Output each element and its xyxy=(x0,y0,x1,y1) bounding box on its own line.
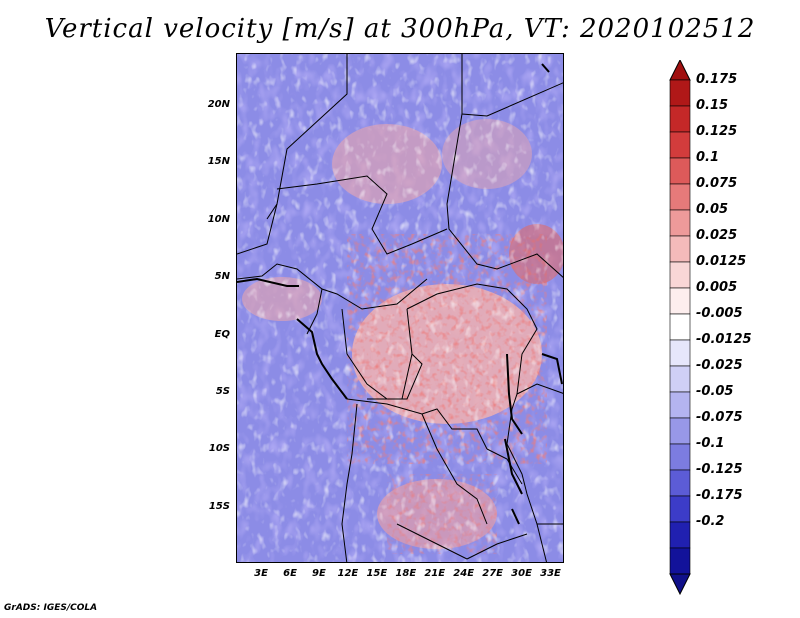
colorbar-swatch xyxy=(669,287,691,315)
colorbar-tick-label: 0.0125 xyxy=(696,254,747,269)
colorbar-bottom-arrow xyxy=(669,573,691,596)
colorbar-tick-label: -0.125 xyxy=(696,462,743,477)
colorbar-swatch xyxy=(669,417,691,445)
colorbar-swatch xyxy=(669,495,691,523)
colorbar-swatch xyxy=(669,157,691,185)
lon-tick-label: 18E xyxy=(395,568,417,579)
field-speckle xyxy=(237,54,563,562)
lon-tick-label: 30E xyxy=(511,568,532,579)
colorbar-swatch xyxy=(669,79,691,107)
colorbar-tick-label: -0.1 xyxy=(696,436,725,451)
colorbar-tick-label: -0.0125 xyxy=(696,332,752,347)
colorbar-swatch xyxy=(669,339,691,367)
colorbar-tick-label: 0.005 xyxy=(696,280,738,295)
colorbar-swatch xyxy=(669,521,691,549)
lat-tick-label: 20N xyxy=(207,98,230,110)
footer-credit: GrADS: IGES/COLA xyxy=(4,603,98,613)
lat-tick-label: EQ xyxy=(214,328,230,340)
lat-tick-label: 10S xyxy=(208,443,230,455)
colorbar-tick-label: 0.15 xyxy=(696,98,729,113)
lon-tick-label: 27E xyxy=(482,568,503,579)
colorbar-tick-label: 0.125 xyxy=(696,124,738,139)
map-plot-area xyxy=(236,53,564,563)
colorbar-tick-label: -0.2 xyxy=(696,514,725,529)
lat-tick-label: 15S xyxy=(208,500,230,512)
lat-tick-label: 5N xyxy=(214,271,230,283)
colorbar-swatch xyxy=(669,313,691,341)
colorbar-tick-label: 0.1 xyxy=(696,150,720,165)
lon-tick-label: 9E xyxy=(312,568,326,579)
lon-tick-label: 12E xyxy=(337,568,359,579)
colorbar xyxy=(669,60,691,596)
colorbar-tick-label: 0.175 xyxy=(696,72,738,87)
colorbar-swatch xyxy=(669,469,691,497)
colorbar-swatch xyxy=(669,547,691,575)
colorbar-tick-label: 0.025 xyxy=(696,228,738,243)
colorbar-tick-label: -0.075 xyxy=(696,410,743,425)
colorbar-tick-label: -0.025 xyxy=(696,358,743,373)
vertical-velocity-field-map xyxy=(237,54,563,562)
chart-title: Vertical velocity [m/s] at 300hPa, VT: 2… xyxy=(44,14,756,44)
country-borders xyxy=(237,54,563,562)
lat-tick-label: 10N xyxy=(207,213,230,225)
colorbar-swatch xyxy=(669,443,691,471)
lat-tick-label: 15N xyxy=(207,156,230,168)
lon-tick-label: 21E xyxy=(424,568,446,579)
colorbar-swatch xyxy=(669,131,691,159)
lon-tick-label: 33E xyxy=(540,568,561,579)
colorbar-swatch xyxy=(669,261,691,289)
lon-tick-label: 15E xyxy=(366,568,388,579)
colorbar-tick-label: -0.05 xyxy=(696,384,734,399)
colorbar-top-arrow xyxy=(669,60,691,81)
colorbar-tick-label: 0.05 xyxy=(696,202,729,217)
colorbar-tick-label: -0.005 xyxy=(696,306,743,321)
colorbar-swatch xyxy=(669,365,691,393)
lon-tick-label: 6E xyxy=(283,568,297,579)
colorbar-swatch xyxy=(669,105,691,133)
colorbar-tick-label: -0.175 xyxy=(696,488,743,503)
lon-tick-label: 24E xyxy=(453,568,475,579)
colorbar-swatch xyxy=(669,391,691,419)
lat-tick-label: 5S xyxy=(215,386,230,397)
coastlines-and-lakes xyxy=(237,63,563,525)
colorbar-swatch xyxy=(669,209,691,237)
colorbar-swatch xyxy=(669,235,691,263)
colorbar-tick-label: 0.075 xyxy=(696,176,738,191)
lon-tick-label: 3E xyxy=(254,568,268,579)
colorbar-swatch xyxy=(669,183,691,211)
